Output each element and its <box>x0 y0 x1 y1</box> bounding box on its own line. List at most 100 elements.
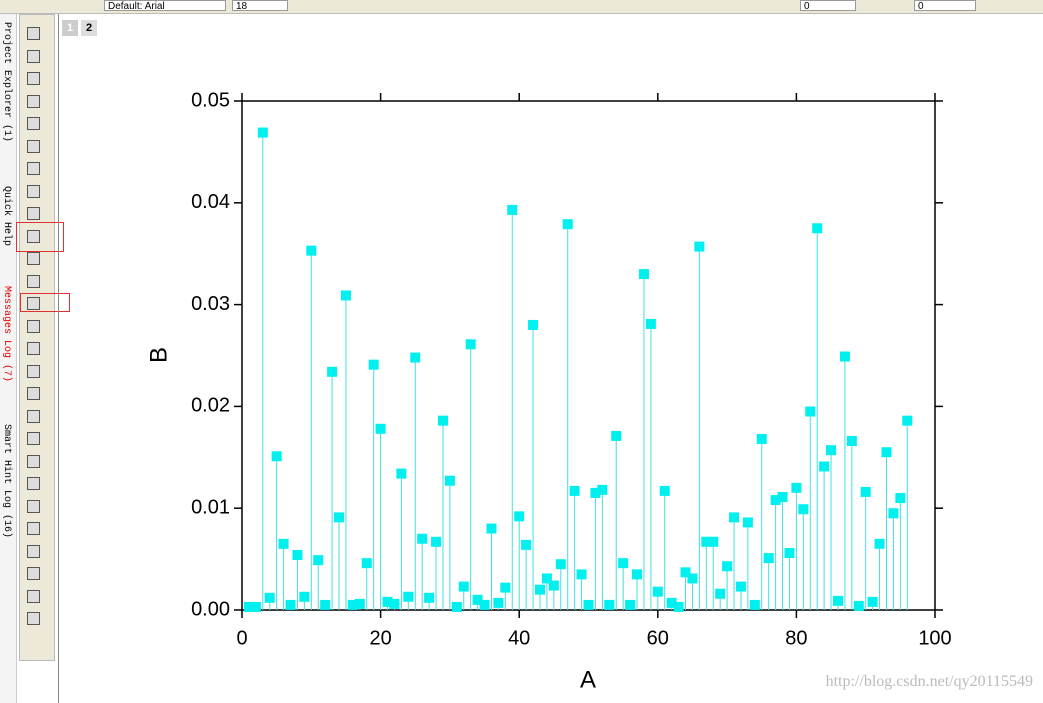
marker <box>493 597 504 608</box>
marker <box>389 598 400 609</box>
marker <box>534 584 545 595</box>
marker <box>902 415 913 426</box>
marker <box>805 406 816 417</box>
marker <box>673 601 684 612</box>
tool-icon[interactable] <box>27 612 40 625</box>
tool-icon[interactable] <box>27 207 40 220</box>
tool-icon[interactable] <box>27 522 40 535</box>
side-tab[interactable]: Smart Hint Log (16) <box>1 424 12 539</box>
tool-icon[interactable] <box>27 432 40 445</box>
marker <box>313 555 324 566</box>
marker <box>541 573 552 584</box>
marker <box>472 594 483 605</box>
x-tick-label: 0 <box>236 627 247 649</box>
marker <box>458 581 469 592</box>
marker <box>340 290 351 301</box>
tool-icon[interactable] <box>27 72 40 85</box>
marker <box>590 487 601 498</box>
tool-icon[interactable] <box>27 117 40 130</box>
marker <box>846 436 857 447</box>
marker <box>465 339 476 350</box>
tool-icon[interactable] <box>27 94 40 108</box>
tool-icon[interactable] <box>27 252 40 265</box>
x-tick-label: 20 <box>369 627 391 649</box>
marker <box>548 580 559 591</box>
marker <box>729 512 740 523</box>
marker <box>396 468 407 479</box>
marker <box>354 598 365 609</box>
tool-icon[interactable] <box>27 319 40 333</box>
marker <box>521 539 532 550</box>
x-tick-label: 40 <box>508 627 530 649</box>
page-tab[interactable]: 2 <box>81 20 97 36</box>
marker <box>715 588 726 599</box>
marker <box>895 493 906 504</box>
tool-icon[interactable] <box>27 544 40 558</box>
line-width-box[interactable]: 0 <box>914 0 976 12</box>
marker <box>604 599 615 610</box>
marker <box>777 492 788 503</box>
marker <box>812 223 823 234</box>
marker <box>756 433 767 444</box>
tool-icon[interactable] <box>27 567 40 580</box>
marker <box>410 352 421 363</box>
toolbar: Default: Arial 18 0 0 <box>0 0 1043 14</box>
marker <box>257 127 268 138</box>
marker <box>708 536 719 547</box>
marker <box>597 484 608 495</box>
tool-icon[interactable] <box>27 297 40 310</box>
side-tab[interactable]: Project Explorer (1) <box>1 22 12 143</box>
marker <box>798 504 809 515</box>
tool-icon[interactable] <box>27 229 40 243</box>
marker <box>652 586 663 597</box>
marker <box>666 597 677 608</box>
tool-icon[interactable] <box>27 27 40 40</box>
tool-icon[interactable] <box>27 499 40 513</box>
marker <box>347 599 358 610</box>
marker <box>832 595 843 606</box>
side-tab[interactable]: Quick Help <box>1 186 12 247</box>
marker <box>361 558 372 569</box>
x-tick-label: 100 <box>918 627 951 649</box>
marker <box>694 241 705 252</box>
highlight <box>20 293 70 312</box>
marker <box>327 366 338 377</box>
tool-icon[interactable] <box>27 49 40 63</box>
tool-icon[interactable] <box>27 387 40 400</box>
marker <box>853 600 864 611</box>
page-tab[interactable]: 1 <box>62 20 78 36</box>
tool-icon[interactable] <box>27 139 40 153</box>
tool-icon[interactable] <box>27 477 40 490</box>
tool-icon[interactable] <box>27 589 40 603</box>
tool-icon[interactable] <box>27 409 40 423</box>
marker <box>403 591 414 602</box>
font-size-box[interactable]: 18 <box>232 0 288 12</box>
marker <box>514 511 525 522</box>
side-tab[interactable]: Messages Log (7) <box>1 286 12 383</box>
marker <box>722 561 733 572</box>
marker <box>528 319 539 330</box>
y-axis-title: B <box>145 347 172 363</box>
marker <box>742 517 753 528</box>
line-width-box[interactable]: 0 <box>800 0 856 12</box>
marker <box>888 508 899 519</box>
tool-icon[interactable] <box>27 274 40 288</box>
marker <box>486 523 497 534</box>
marker <box>645 318 656 329</box>
tool-icon[interactable] <box>27 162 40 175</box>
marker <box>749 599 760 610</box>
tool-column <box>19 14 55 661</box>
tool-icon[interactable] <box>27 364 40 378</box>
tool-icon[interactable] <box>27 342 40 355</box>
font-name-box[interactable]: Default: Arial <box>104 0 226 12</box>
marker <box>680 567 691 578</box>
y-tick-label: 0.02 <box>191 395 230 417</box>
tool-icon[interactable] <box>27 454 40 468</box>
marker <box>368 359 379 370</box>
marker <box>431 536 442 547</box>
side-tabs: Project Explorer (1) Quick Help Messages… <box>0 14 17 703</box>
tool-icon[interactable] <box>27 184 40 198</box>
x-tick-label: 80 <box>785 627 807 649</box>
marker <box>243 601 254 612</box>
